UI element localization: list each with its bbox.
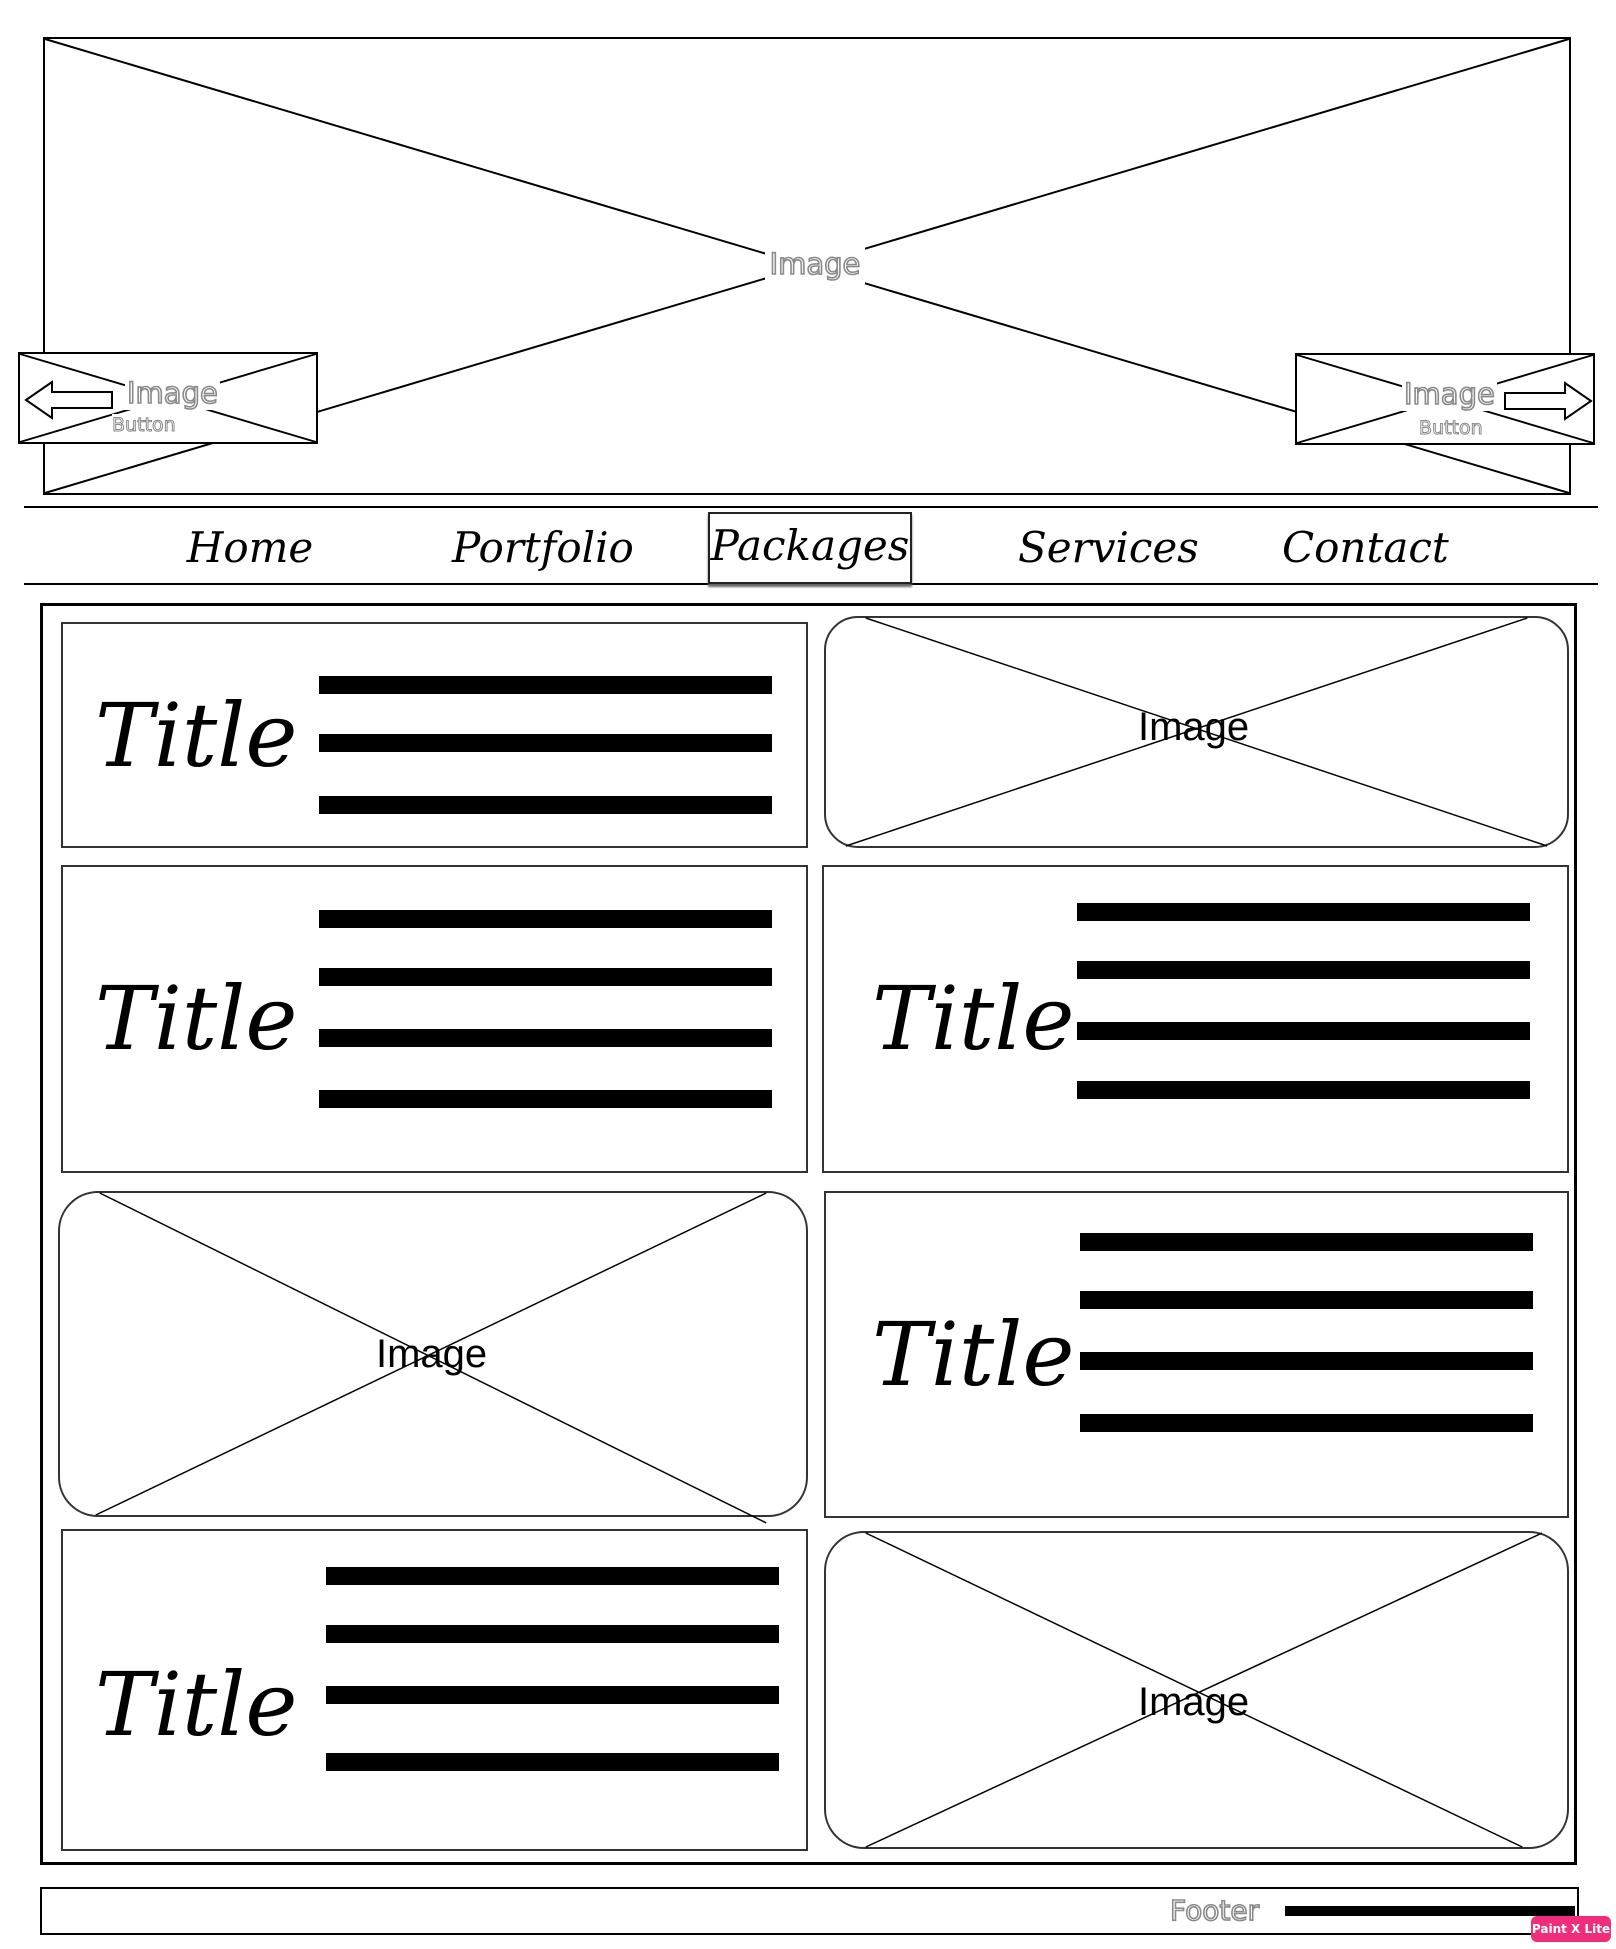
card-image-label: Image bbox=[1138, 705, 1250, 749]
next-button-label: Image bbox=[1402, 376, 1497, 412]
text-line bbox=[319, 1029, 772, 1047]
text-line bbox=[1077, 1081, 1530, 1099]
card-text: Title bbox=[822, 865, 1569, 1173]
nav-contact[interactable]: Contact bbox=[1282, 523, 1449, 572]
card-image-cross bbox=[865, 1532, 1543, 1848]
text-line bbox=[1080, 1291, 1533, 1309]
watermark-badge: Paint X Lite bbox=[1531, 1916, 1611, 1942]
next-image-button[interactable]: Image Button bbox=[1295, 353, 1595, 445]
card-text: Title bbox=[61, 1529, 808, 1851]
nav-bottom-rule bbox=[24, 583, 1598, 585]
next-button-sublabel: Button bbox=[1419, 417, 1484, 440]
main-nav: Home Portfolio Packages Services Contact bbox=[0, 509, 1616, 587]
text-line bbox=[1080, 1233, 1533, 1251]
prev-image-button[interactable]: Image Button bbox=[18, 352, 318, 444]
nav-top-rule bbox=[24, 506, 1598, 508]
text-line bbox=[1077, 1022, 1530, 1040]
text-line bbox=[319, 734, 772, 752]
card-text: Title bbox=[61, 622, 808, 848]
text-line bbox=[319, 796, 772, 814]
card-title: Title bbox=[872, 967, 1075, 1070]
hero-image-label: Image bbox=[765, 244, 865, 284]
prev-button-label: Image bbox=[125, 375, 220, 411]
nav-portfolio[interactable]: Portfolio bbox=[452, 523, 634, 572]
text-line bbox=[326, 1686, 779, 1704]
card-text: Title bbox=[61, 865, 808, 1173]
card-title: Title bbox=[95, 967, 298, 1070]
text-line bbox=[319, 676, 772, 694]
card-image-label: Image bbox=[376, 1332, 488, 1376]
card-image: Image bbox=[824, 1531, 1569, 1849]
card-image-cross bbox=[95, 1192, 767, 1524]
content-area bbox=[40, 603, 1577, 1865]
text-line bbox=[326, 1567, 779, 1585]
arrow-left-icon bbox=[24, 380, 113, 420]
nav-packages[interactable]: Packages bbox=[708, 512, 912, 584]
text-line bbox=[319, 1090, 772, 1108]
text-line bbox=[319, 910, 772, 928]
card-image-cross bbox=[845, 617, 1548, 847]
arrow-right-icon bbox=[1504, 381, 1593, 421]
card-title: Title bbox=[872, 1303, 1075, 1406]
footer: Footer bbox=[40, 1887, 1579, 1935]
text-line bbox=[326, 1625, 779, 1643]
text-line bbox=[1080, 1352, 1533, 1370]
nav-home[interactable]: Home bbox=[186, 523, 314, 572]
card-title: Title bbox=[95, 684, 298, 787]
nav-services[interactable]: Services bbox=[1018, 523, 1199, 572]
footer-label: Footer bbox=[1169, 1893, 1260, 1928]
prev-button-sublabel: Button bbox=[112, 414, 177, 437]
text-line bbox=[1080, 1414, 1533, 1432]
card-image: Image bbox=[58, 1191, 808, 1524]
text-line bbox=[319, 968, 772, 986]
footer-line bbox=[1285, 1906, 1575, 1916]
text-line bbox=[1077, 961, 1530, 979]
text-line bbox=[326, 1753, 779, 1771]
card-image: Image bbox=[824, 616, 1569, 848]
text-line bbox=[1077, 903, 1530, 921]
card-title: Title bbox=[95, 1653, 298, 1756]
card-image-label: Image bbox=[1138, 1680, 1250, 1724]
card-text: Title bbox=[824, 1191, 1569, 1518]
